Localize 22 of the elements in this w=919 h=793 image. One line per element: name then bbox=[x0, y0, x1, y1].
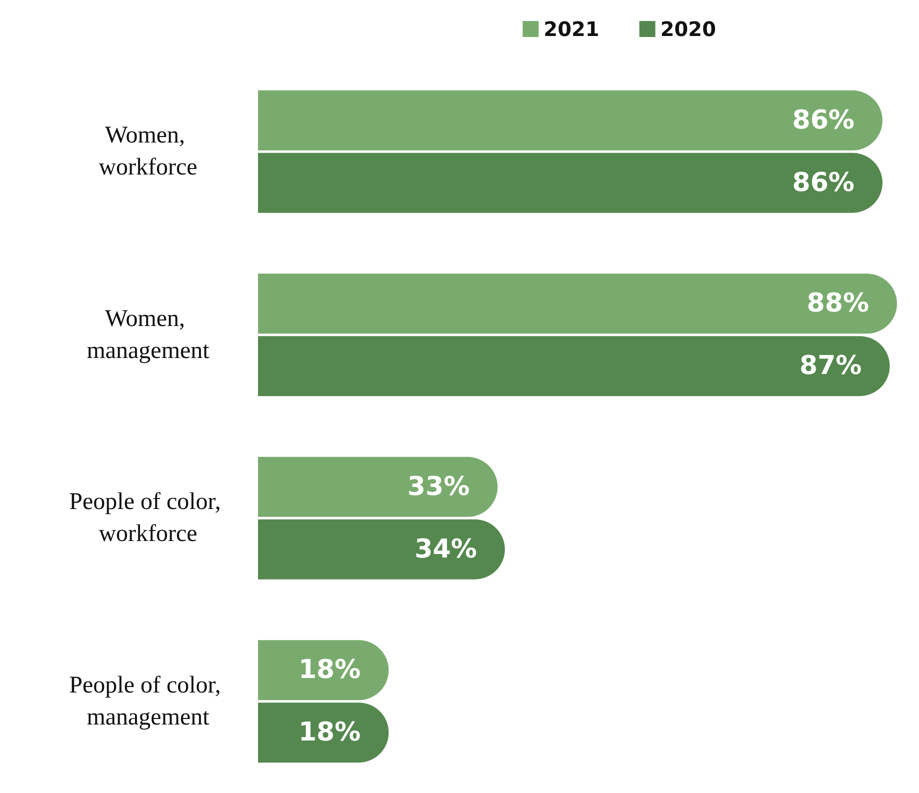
data-label: 88% bbox=[806, 288, 869, 319]
data-label: 33% bbox=[407, 472, 470, 502]
data-label: 18% bbox=[298, 718, 361, 748]
legend-label: 2020 bbox=[660, 17, 716, 41]
bar bbox=[258, 456, 498, 517]
bar bbox=[258, 336, 890, 396]
y-tick-label: Women, management bbox=[86, 306, 210, 364]
bar bbox=[258, 90, 882, 150]
data-label: 86% bbox=[792, 168, 854, 198]
data-label: 87% bbox=[800, 351, 862, 382]
data-label: 86% bbox=[792, 105, 854, 136]
data-label: 34% bbox=[414, 534, 477, 564]
data-label: 18% bbox=[298, 655, 361, 686]
bar bbox=[258, 640, 389, 700]
y-tick-label: People of color, workforce bbox=[69, 489, 227, 548]
bar bbox=[258, 152, 882, 213]
y-tick-label: Women, workforce bbox=[98, 122, 198, 181]
legend-label: 2021 bbox=[544, 17, 600, 41]
bar bbox=[258, 274, 897, 334]
bar bbox=[258, 519, 505, 580]
y-tick-label: People of color, management bbox=[69, 672, 227, 730]
bar bbox=[258, 702, 389, 763]
